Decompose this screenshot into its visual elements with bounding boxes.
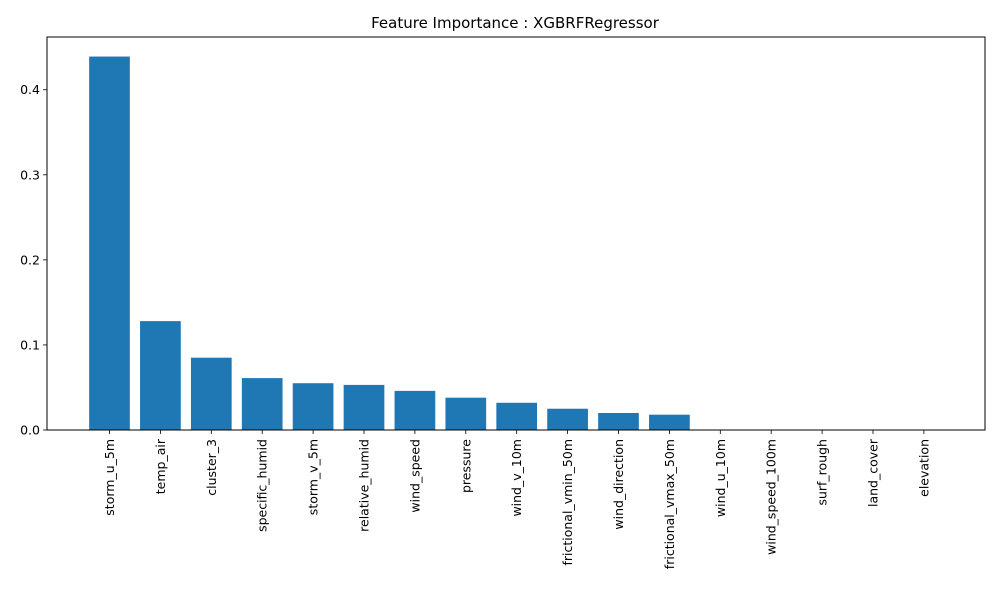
bar-wind-v-10m [496,402,538,430]
x-tick-label: frictional_vmin_50m [560,439,575,566]
y-tick-label: 0.1 [20,337,40,352]
x-tick-label: pressure [458,439,473,493]
x-tick-label: frictional_vmax_50m [662,439,677,569]
x-tick-label: storm_v_5m [306,439,321,515]
bar-wind-speed [394,390,436,430]
y-tick-label: 0.3 [20,167,40,182]
x-tick-label: cluster_3 [204,439,219,496]
bar-specific-humid [241,378,283,430]
bar-temp-air [140,321,181,430]
y-axis: 0.0 0.1 0.2 0.3 0.4 [20,82,47,438]
x-tick-label: specific_humid [255,439,270,532]
bar-relative-humid [343,384,385,430]
bar-pressure [445,397,487,430]
bar-frictional-vmin-50m [547,408,588,430]
chart-title: Feature Importance : XGBRFRegressor [371,14,660,32]
y-tick-label: 0.0 [20,423,40,438]
bar-cluster-3 [190,357,232,430]
x-tick-label: temp_air [153,438,168,494]
x-tick-label: land_cover [866,438,881,507]
x-axis: storm_u_5m temp_air cluster_3 specific_humi… [102,430,931,569]
bar-frictional-vmax-50m [649,414,690,430]
y-tick-label: 0.2 [20,252,40,267]
x-tick-label: surf_rough [815,439,830,506]
x-tick-label: wind_speed [407,439,422,513]
x-tick-label: relative_humid [357,439,372,532]
bar-wind-direction [598,412,639,430]
x-tick-label: wind_v_10m [509,439,524,517]
plot-frame [46,36,986,431]
x-tick-label: storm_u_5m [102,439,117,516]
x-tick-label: elevation [916,439,931,497]
x-tick-label: wind_u_10m [713,439,728,517]
x-tick-label: wind_direction [611,439,626,530]
x-tick-label: wind_speed_100m [764,439,779,555]
y-tick-label: 0.4 [20,82,40,97]
bars-group [89,56,690,431]
bar-storm-u-5m [89,56,130,431]
bar-storm-v-5m [292,383,334,430]
